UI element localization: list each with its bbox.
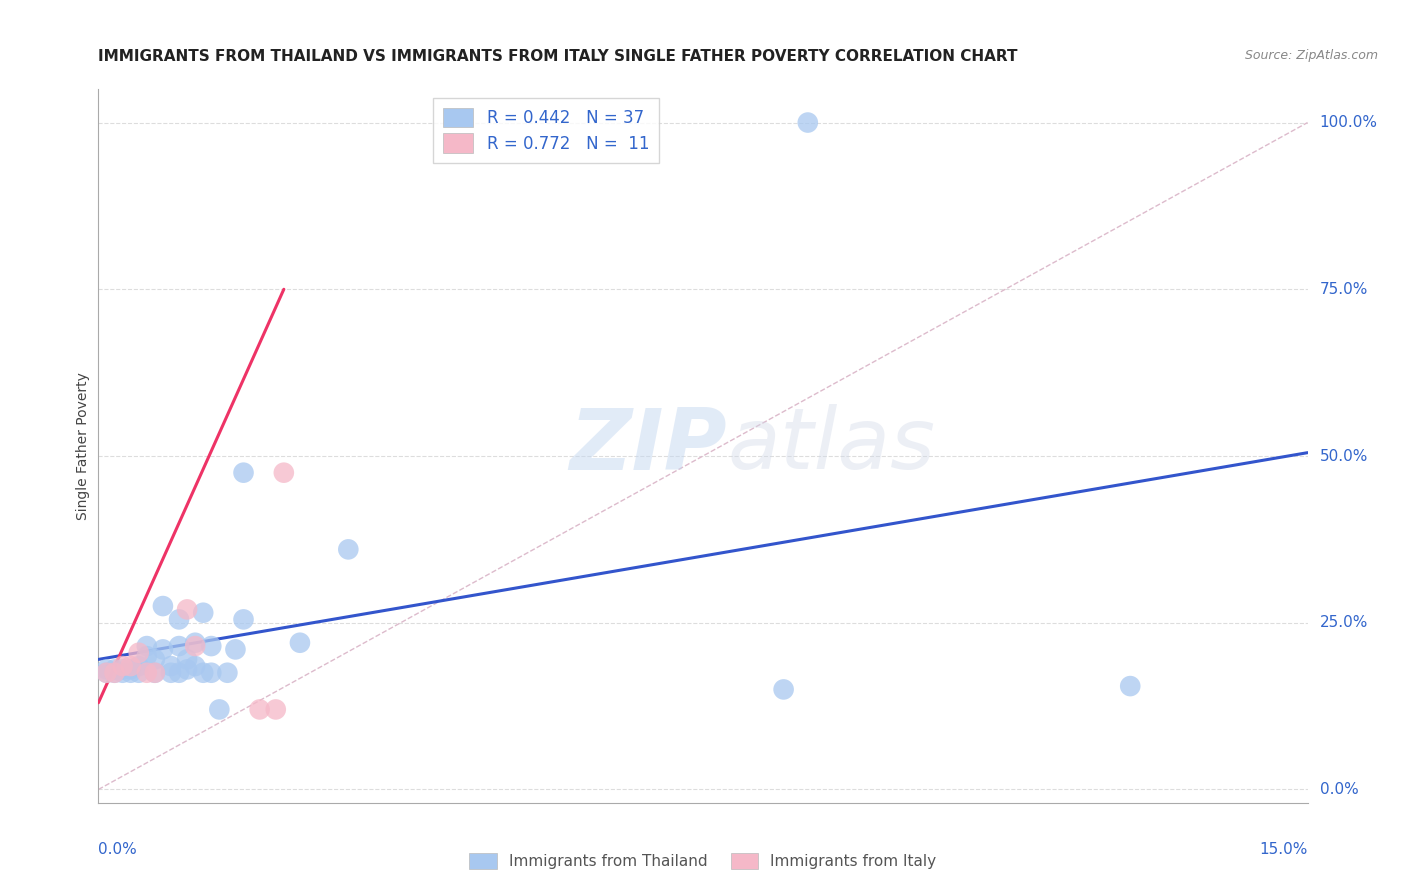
Point <box>1119 679 1142 693</box>
Text: atlas: atlas <box>727 404 935 488</box>
Point <box>193 665 215 680</box>
Point <box>167 639 190 653</box>
Point <box>120 665 142 680</box>
Legend: Immigrants from Thailand, Immigrants from Italy: Immigrants from Thailand, Immigrants fro… <box>464 847 942 875</box>
Point <box>96 662 118 676</box>
Point <box>120 662 142 676</box>
Point <box>184 659 207 673</box>
Point <box>135 639 157 653</box>
Point <box>208 702 231 716</box>
Point <box>103 662 125 676</box>
Point <box>143 665 166 680</box>
Point <box>128 665 150 680</box>
Point <box>184 636 207 650</box>
Text: IMMIGRANTS FROM THAILAND VS IMMIGRANTS FROM ITALY SINGLE FATHER POVERTY CORRELAT: IMMIGRANTS FROM THAILAND VS IMMIGRANTS F… <box>98 49 1018 64</box>
Point <box>217 665 239 680</box>
Point <box>135 665 157 680</box>
Point <box>176 662 198 676</box>
Point <box>176 652 198 666</box>
Point <box>103 665 125 680</box>
Text: 25.0%: 25.0% <box>1320 615 1368 631</box>
Point <box>337 542 360 557</box>
Point <box>152 642 174 657</box>
Point <box>96 665 118 680</box>
Point <box>111 665 134 680</box>
Text: 15.0%: 15.0% <box>1260 842 1308 857</box>
Text: 100.0%: 100.0% <box>1320 115 1378 130</box>
Point <box>193 606 215 620</box>
Point <box>143 665 166 680</box>
Point <box>264 702 287 716</box>
Point <box>152 599 174 613</box>
Point <box>111 662 134 676</box>
Point <box>232 612 254 626</box>
Point <box>143 652 166 666</box>
Point <box>96 665 118 680</box>
Point <box>249 702 271 716</box>
Point <box>128 659 150 673</box>
Point <box>135 649 157 664</box>
Text: ZIP: ZIP <box>569 404 727 488</box>
Point <box>103 665 125 680</box>
Point <box>167 612 190 626</box>
Text: 75.0%: 75.0% <box>1320 282 1368 297</box>
Point <box>273 466 295 480</box>
Point <box>772 682 794 697</box>
Point <box>200 639 222 653</box>
Point <box>200 665 222 680</box>
Legend: R = 0.442   N = 37, R = 0.772   N =  11: R = 0.442 N = 37, R = 0.772 N = 11 <box>433 97 659 162</box>
Point <box>288 636 311 650</box>
Point <box>176 602 198 616</box>
Point <box>160 659 183 673</box>
Point <box>111 659 134 673</box>
Point <box>167 665 190 680</box>
Point <box>224 642 246 657</box>
Y-axis label: Single Father Poverty: Single Father Poverty <box>76 372 90 520</box>
Text: 50.0%: 50.0% <box>1320 449 1368 464</box>
Point <box>120 659 142 673</box>
Point <box>128 646 150 660</box>
Text: Source: ZipAtlas.com: Source: ZipAtlas.com <box>1244 49 1378 62</box>
Point <box>184 639 207 653</box>
Point <box>797 115 820 129</box>
Point <box>232 466 254 480</box>
Text: 0.0%: 0.0% <box>98 842 138 857</box>
Text: 0.0%: 0.0% <box>1320 782 1358 797</box>
Point <box>160 665 183 680</box>
